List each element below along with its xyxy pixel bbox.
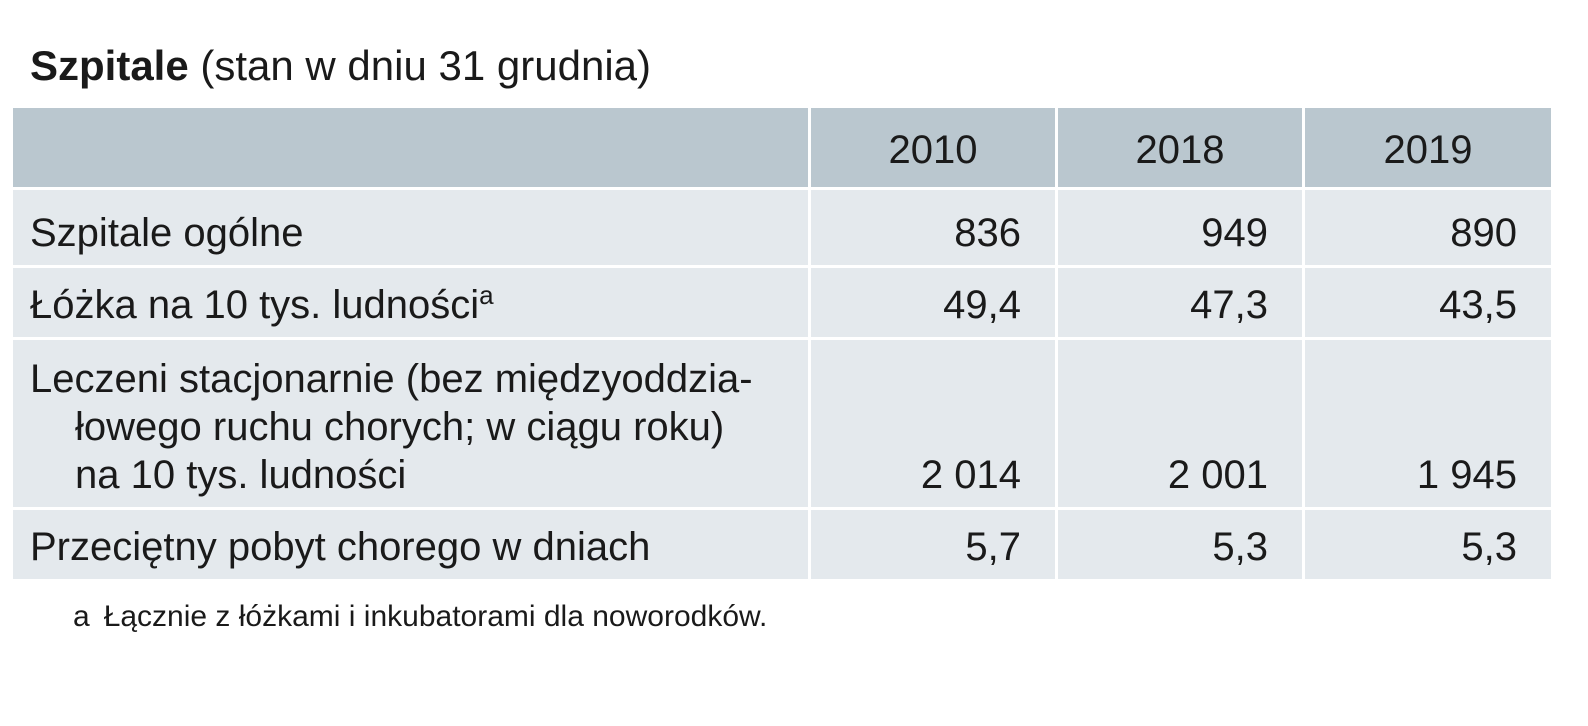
header-cell: 2018 (1058, 108, 1302, 187)
label-text: Leczeni stacjonarnie (bez międzyoddzia- (30, 357, 753, 401)
header-cell (13, 108, 808, 187)
value-cell: 949 (1058, 190, 1302, 265)
value-cell: 2 014 (811, 340, 1055, 507)
label-text: Przeciętny pobyt chorego w dniach (30, 525, 651, 569)
title-sub: (stan w dniu 31 grudnia) (200, 42, 651, 89)
label-line: łowego ruchu chorych; w ciągu roku) (30, 403, 808, 451)
value-cell: 5,7 (811, 510, 1055, 579)
row-label: Leczeni stacjonarnie (bez międzyoddzia-ł… (13, 340, 808, 507)
label-line: Przeciętny pobyt chorego w dniach (30, 523, 808, 571)
table: 2010 2018 2019 Szpitale ogólne 836 949 890 Łóżk… (13, 108, 1551, 579)
header-cell: 2019 (1305, 108, 1551, 187)
value-cell: 5,3 (1058, 510, 1302, 579)
label-text: Szpitale ogólne (30, 211, 304, 255)
label-line: Szpitale ogólne (30, 209, 808, 257)
value-cell: 47,3 (1058, 268, 1302, 337)
label-text: na 10 tys. ludności (75, 453, 407, 497)
label-text: łowego ruchu chorych; w ciągu roku) (75, 405, 725, 449)
label-line: Leczeni stacjonarnie (bez międzyoddzia- (30, 355, 808, 403)
footnote-marker: a (73, 600, 90, 633)
note-marker: a (479, 280, 494, 310)
value-cell: 890 (1305, 190, 1551, 265)
row-label: Przeciętny pobyt chorego w dniach (13, 510, 808, 579)
value-cell: 836 (811, 190, 1055, 265)
title-main: Szpitale (30, 42, 189, 89)
value-cell: 43,5 (1305, 268, 1551, 337)
footnote-text: Łącznie z łóżkami i inkubatorami dla now… (103, 600, 768, 633)
label-text: Łóżka na 10 tys. ludności (30, 283, 480, 327)
row-label: Łóżka na 10 tys. ludnościa (13, 268, 808, 337)
title: Szpitale (stan w dniu 31 grudnia) (30, 42, 651, 90)
value-cell: 5,3 (1305, 510, 1551, 579)
label-line: Łóżka na 10 tys. ludnościa (30, 281, 808, 329)
label-line: na 10 tys. ludności (30, 451, 808, 499)
value-cell: 1 945 (1305, 340, 1551, 507)
value-cell: 49,4 (811, 268, 1055, 337)
row-label: Szpitale ogólne (13, 190, 808, 265)
header-cell: 2010 (811, 108, 1055, 187)
value-cell: 2 001 (1058, 340, 1302, 507)
footnote: a Łącznie z łóżkami i inkubatorami dla no… (73, 600, 767, 634)
